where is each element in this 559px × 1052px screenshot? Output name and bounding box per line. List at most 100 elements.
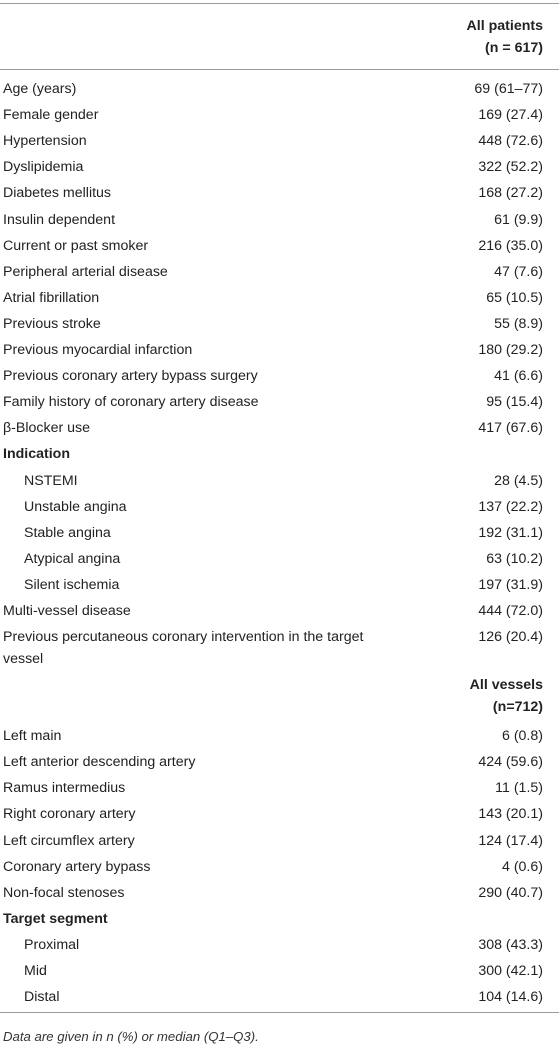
row-label: β-Blocker use: [3, 420, 91, 437]
row-value: 11 (1.5): [495, 780, 543, 797]
row-value: 444 (72.0): [478, 603, 543, 619]
row-label: Coronary artery bypass: [3, 858, 151, 875]
row-value: 61 (9.9): [494, 211, 543, 228]
table-row: Coronary artery bypass 4 (0.6): [0, 854, 559, 880]
table-row: Previous myocardial infarction 180 (29.2): [0, 337, 559, 363]
row-label: Right coronary artery: [3, 806, 136, 823]
row-label: Mid: [24, 963, 47, 979]
table-row: Left circumflex artery 124 (17.4): [0, 828, 559, 854]
row-label: Diabetes mellitus: [3, 185, 112, 202]
table-row: NSTEMI 28 (4.5): [0, 468, 559, 494]
table-row: Previous coronary artery bypass surgery 4…: [0, 363, 559, 389]
row-label: Left anterior descending artery: [3, 754, 196, 771]
row-value: 4 (0.6): [501, 858, 543, 875]
row-value: 69 (61–77): [474, 81, 543, 97]
row-label: Distal: [24, 989, 60, 1006]
row-value: 95 (15.4): [486, 394, 543, 411]
row-label: Atrial fibrillation: [3, 289, 100, 306]
row-label: Non-focal stenoses: [3, 884, 125, 901]
row-value: 55 (8.9): [494, 315, 543, 332]
row-value: 126 (20.4): [478, 629, 543, 646]
row-value: 143 (20.1): [478, 806, 543, 823]
table-row: Indication: [0, 441, 559, 467]
row-label: Ramus intermedius: [3, 780, 126, 797]
table-row: Distal 104 (14.6): [0, 984, 559, 1010]
table-row: Left main 6 (0.8): [0, 723, 559, 749]
row-label: Left circumflex artery: [3, 832, 135, 849]
row-label: Family history of coronary artery diseas…: [3, 394, 259, 411]
row-label: Current or past smoker: [3, 237, 149, 254]
table-row: β-Blocker use 417 (67.6): [0, 415, 559, 441]
row-value: 41 (6.6): [494, 368, 543, 385]
row-value: 322 (52.2): [478, 159, 543, 176]
table-row: Stable angina 192 (31.1): [0, 520, 559, 546]
table-row: Age (years) 69 (61–77): [0, 76, 559, 102]
row-value: 28 (4.5): [494, 472, 543, 489]
table-row: Atypical angina 63 (10.2): [0, 546, 559, 572]
row-value: 308 (43.3): [478, 936, 543, 953]
table-row: Non-focal stenoses 290 (40.7): [0, 880, 559, 906]
table-row: Atrial fibrillation 65 (10.5): [0, 285, 559, 311]
row-label: Left main: [3, 728, 62, 745]
table-row: Hypertension 448 (72.6): [0, 128, 559, 154]
table-row: Previous stroke 55 (8.9): [0, 311, 559, 337]
section-label: Target segment: [3, 910, 108, 927]
table-row: Family history of coronary artery diseas…: [0, 389, 559, 415]
row-value: 168 (27.2): [478, 185, 543, 202]
row-value: 6 (0.8): [501, 728, 543, 745]
table-row: Silent ischemia 197 (31.9): [0, 572, 559, 598]
top-rule: [0, 3, 559, 4]
header-all-patients-line1: All patients: [466, 18, 543, 34]
header-rule: [0, 69, 559, 70]
table-row: Right coronary artery 143 (20.1): [0, 801, 559, 827]
row-label: Insulin dependent: [3, 211, 116, 228]
row-value: 47 (7.6): [494, 263, 543, 280]
table-row: Ramus intermedius 11 (1.5): [0, 775, 559, 801]
row-label: Previous coronary artery bypass surgery: [3, 368, 258, 385]
row-label: Hypertension: [3, 133, 87, 150]
section-label: Indication: [3, 446, 70, 463]
header-all-patients-line2: (n = 617): [485, 40, 543, 56]
row-value: 290 (40.7): [478, 884, 543, 901]
header-all-vessels: All vessels (n=712): [470, 674, 543, 718]
row-value: 216 (35.0): [478, 237, 543, 254]
row-value: 124 (17.4): [478, 832, 543, 849]
header-all-patients: All patients (n = 617): [467, 15, 543, 59]
row-label: Atypical angina: [24, 550, 121, 567]
row-value: 417 (67.6): [478, 420, 543, 437]
table-row: Dyslipidemia 322 (52.2): [0, 154, 559, 180]
row-label: Proximal: [24, 936, 80, 953]
row-label: Stable angina: [24, 524, 111, 541]
row-value: 197 (31.9): [478, 576, 543, 593]
row-value: 63 (10.2): [486, 550, 543, 567]
table-row: Unstable angina 137 (22.2): [0, 494, 559, 520]
table-row: Left anterior descending artery 424 (59.6…: [0, 749, 559, 775]
table-row: Insulin dependent 61 (9.9): [0, 207, 559, 233]
row-label: Peripheral arterial disease: [3, 263, 168, 280]
row-label: Previous stroke: [3, 315, 101, 332]
row-label: Previous myocardial infarction: [3, 342, 193, 358]
table-row: Target segment: [0, 906, 559, 932]
bottom-rule: [0, 1012, 559, 1013]
table-row: Current or past smoker 216 (35.0): [0, 233, 559, 259]
table-row: Multi-vessel disease 444 (72.0): [0, 598, 559, 624]
table-row: Previous percutaneous coronary intervent…: [0, 624, 559, 670]
row-label: Previous percutaneous coronary intervent…: [3, 629, 364, 668]
row-value: 424 (59.6): [478, 754, 543, 771]
table-row: Diabetes mellitus 168 (27.2): [0, 180, 559, 206]
row-label: Silent ischemia: [24, 576, 120, 593]
row-label: Unstable angina: [24, 498, 127, 515]
row-value: 192 (31.1): [478, 524, 543, 541]
footnote: Data are given in n (%) or median (Q1–Q3…: [3, 1029, 259, 1044]
row-value: 137 (22.2): [478, 498, 543, 515]
table-row: Mid 300 (42.1): [0, 958, 559, 984]
row-label: Dyslipidemia: [3, 159, 84, 176]
header-all-vessels-line2: (n=712): [492, 699, 543, 716]
row-label: NSTEMI: [24, 472, 78, 489]
row-label: Multi-vessel disease: [3, 603, 131, 619]
row-value: 104 (14.6): [478, 989, 543, 1006]
row-label: Age (years): [3, 81, 77, 97]
row-value: 300 (42.1): [478, 963, 543, 979]
table-row: Proximal 308 (43.3): [0, 932, 559, 958]
